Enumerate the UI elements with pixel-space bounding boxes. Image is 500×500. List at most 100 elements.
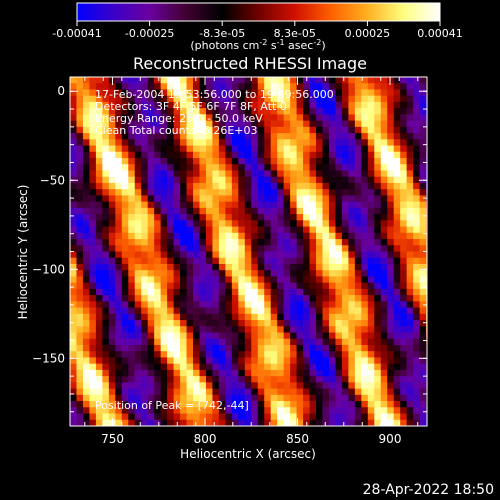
- heatmap-cell: [328, 276, 337, 284]
- heatmap-cell: [341, 326, 349, 334]
- annotation-line: Energy Range: 25.0 - 50.0 keV: [95, 112, 263, 125]
- heatmap-cell: [76, 251, 84, 259]
- heatmap-cell: [134, 126, 142, 134]
- heatmap-cell: [70, 307, 78, 315]
- heatmap-cell: [419, 394, 427, 402]
- heatmap-cell: [167, 108, 175, 115]
- heatmap-cell: [218, 295, 226, 302]
- heatmap-cell: [89, 357, 97, 365]
- heatmap-cell: [180, 176, 188, 184]
- heatmap-cell: [160, 270, 168, 278]
- heatmap-cell: [341, 282, 349, 290]
- heatmap-cell: [387, 139, 395, 147]
- heatmap-cell: [374, 313, 382, 321]
- heatmap-cell: [348, 288, 356, 296]
- heatmap-cell: [348, 176, 356, 184]
- heatmap-cell: [419, 326, 427, 334]
- heatmap-cell: [270, 120, 278, 128]
- heatmap-cell: [413, 151, 421, 159]
- heatmap-cell: [328, 239, 337, 246]
- heatmap-cell: [128, 226, 136, 234]
- heatmap-cell: [128, 338, 136, 346]
- heatmap-cell: [419, 95, 427, 103]
- heatmap-cell: [283, 270, 291, 278]
- heatmap-cell: [102, 83, 110, 91]
- heatmap-cell: [70, 126, 78, 134]
- heatmap-cell: [225, 320, 233, 327]
- heatmap-cell: [147, 363, 155, 371]
- heatmap-cell: [328, 101, 337, 109]
- heatmap-cell: [167, 332, 175, 340]
- heatmap-cell: [380, 77, 388, 84]
- heatmap-cell: [290, 270, 298, 278]
- heatmap-cell: [231, 201, 239, 209]
- heatmap-cell: [322, 257, 330, 265]
- heatmap-cell: [141, 182, 149, 190]
- heatmap-cell: [160, 151, 168, 159]
- heatmap-cell: [419, 120, 427, 128]
- heatmap-cell: [212, 195, 220, 203]
- heatmap-cell: [76, 214, 84, 221]
- heatmap-cell: [413, 376, 421, 383]
- heatmap-cell: [380, 226, 388, 234]
- heatmap-cell: [316, 270, 324, 278]
- heatmap-cell: [296, 220, 304, 228]
- heatmap-cell: [218, 320, 226, 327]
- heatmap-cell: [186, 176, 194, 184]
- heatmap-cell: [82, 276, 91, 284]
- heatmap-cell: [309, 95, 317, 103]
- heatmap-cell: [167, 295, 175, 302]
- heatmap-cell: [251, 133, 259, 140]
- heatmap-cell: [231, 320, 239, 327]
- heatmap-cell: [218, 101, 226, 109]
- heatmap-cell: [199, 344, 207, 352]
- heatmap-cell: [303, 201, 311, 209]
- heatmap-cell: [115, 158, 123, 165]
- heatmap-cell: [413, 176, 421, 184]
- heatmap-cell: [115, 226, 123, 234]
- heatmap-cell: [296, 301, 304, 309]
- heatmap-cell: [244, 288, 252, 296]
- heatmap-cell: [160, 357, 168, 365]
- heatmap-cell: [154, 189, 162, 197]
- heatmap-cell: [387, 232, 395, 240]
- heatmap-cell: [160, 245, 168, 253]
- heatmap-cell: [154, 251, 162, 259]
- heatmap-cell: [361, 151, 369, 159]
- heatmap-cell: [225, 114, 233, 122]
- heatmap-cell: [309, 226, 317, 234]
- heatmap-cell: [238, 301, 246, 309]
- heatmap-cell: [154, 257, 162, 265]
- heatmap-cell: [361, 114, 369, 122]
- heatmap-cell: [212, 226, 220, 234]
- heatmap-cell: [277, 413, 285, 421]
- heatmap-cell: [335, 95, 343, 103]
- heatmap-cell: [400, 170, 408, 178]
- heatmap-cell: [367, 201, 375, 209]
- heatmap-cell: [231, 101, 239, 109]
- heatmap-cell: [374, 369, 382, 377]
- heatmap-cell: [296, 133, 304, 140]
- heatmap-cell: [89, 344, 97, 352]
- heatmap-cell: [290, 276, 298, 284]
- heatmap-cell: [380, 263, 388, 271]
- heatmap-cell: [70, 270, 78, 278]
- heatmap-cell: [341, 363, 349, 371]
- heatmap-cell: [82, 207, 91, 215]
- heatmap-cell: [218, 419, 226, 426]
- heatmap-cell: [82, 182, 91, 190]
- heatmap-cell: [141, 108, 149, 115]
- heatmap-cell: [406, 232, 414, 240]
- heatmap-cell: [406, 239, 414, 246]
- heatmap-cell: [335, 251, 343, 259]
- heatmap-cell: [95, 338, 103, 346]
- heatmap-cell: [154, 407, 162, 415]
- heatmap-cell: [199, 257, 207, 265]
- heatmap-cell: [380, 382, 388, 390]
- heatmap-cell: [225, 83, 233, 91]
- heatmap-cell: [193, 282, 201, 290]
- heatmap-cell: [193, 295, 201, 302]
- heatmap-cell: [89, 151, 97, 159]
- heatmap-cell: [251, 276, 259, 284]
- heatmap-cell: [95, 301, 103, 309]
